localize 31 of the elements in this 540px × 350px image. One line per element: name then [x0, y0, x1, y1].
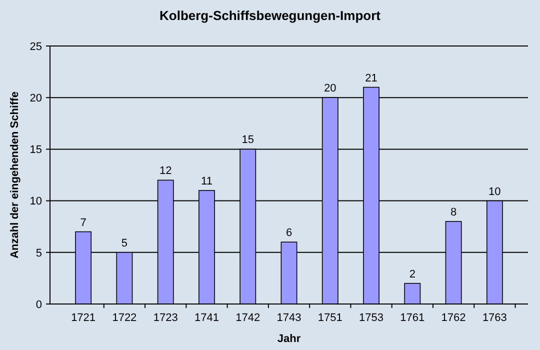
- chart-title: Kolberg-Schiffsbewegungen-Import: [160, 8, 382, 23]
- data-label: 5: [121, 237, 128, 250]
- data-label: 21: [365, 72, 378, 84]
- x-axis-title: Jahr: [277, 333, 302, 345]
- y-tick-label: 15: [30, 144, 42, 156]
- data-label: 8: [450, 206, 457, 218]
- y-tick-label: 25: [30, 40, 42, 53]
- x-tick-label: 1761: [400, 312, 425, 324]
- data-label: 10: [488, 186, 501, 198]
- x-tick-label: 1753: [359, 312, 384, 324]
- y-tick-label: 20: [30, 92, 42, 104]
- y-tick-label: 5: [36, 247, 42, 260]
- data-label: 6: [286, 227, 292, 240]
- x-tick-label: 1722: [112, 312, 137, 324]
- data-label: 20: [324, 82, 336, 95]
- data-label: 2: [409, 268, 416, 280]
- x-tick-label: 1742: [236, 312, 260, 324]
- x-tick-label: 1763: [482, 312, 507, 324]
- x-tick-label: 1721: [71, 312, 96, 324]
- x-tick-label: 1723: [153, 312, 178, 324]
- data-label: 11: [201, 175, 212, 188]
- x-tick-label: 1762: [441, 312, 466, 324]
- x-tick-label: 1743: [276, 312, 302, 324]
- y-tick-label: 10: [30, 196, 42, 208]
- data-label: 12: [159, 165, 172, 178]
- data-label: 7: [80, 216, 86, 229]
- x-tick-label: 1741: [194, 312, 219, 324]
- y-tick-label: 0: [36, 298, 42, 311]
- data-label: 15: [242, 134, 254, 146]
- x-tick-label: 1751: [318, 312, 342, 324]
- y-axis-title: Anzahl der eingehenden Schiffe: [9, 92, 21, 258]
